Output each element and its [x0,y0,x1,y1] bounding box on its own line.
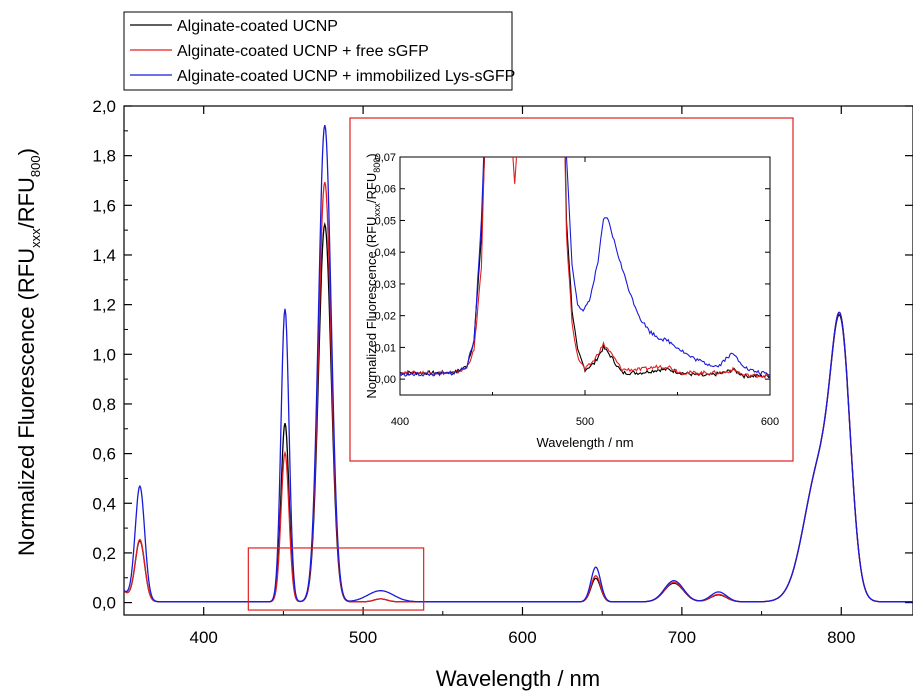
legend-label-2: Alginate-coated UCNP + immobilized Lys-s… [177,68,515,85]
y-axis-title: Normalized Fluorescence (RFUxxx/RFU800) [14,148,43,556]
inset-y-tick-label: 0,02 [375,311,396,323]
inset-y-tick-label: 0,03 [375,279,396,291]
inset-x-tick-label: 400 [391,416,409,428]
inset-y-tick-label: 0,04 [375,247,396,259]
inset-x-axis-title: Wavelength / nm [536,435,633,450]
x-tick-label: 500 [349,628,377,647]
y-tick-label: 0,8 [92,395,116,414]
main-axes: 400 500 600 700 800 0,0 0,2 0,4 0,6 0,8 1,0 1,2 1,4 1… [92,97,913,647]
inset-x-tick-label: 600 [761,416,779,428]
y-tick-label: 0,4 [92,494,116,513]
inset-y-tick-label: 0,07 [375,152,396,164]
inset-x-tick-label: 500 [576,416,594,428]
y-tick-label: 1,6 [92,196,116,215]
y-tick-label: 1,4 [92,246,116,265]
x-tick-label: 400 [190,628,218,647]
inset-y-tick-label: 0,05 [375,215,396,227]
series-line-2 [123,124,913,603]
inset-y-tick-label: 0,01 [375,342,396,354]
zoom-region-box [247,547,425,611]
legend: Alginate-coated UCNP Alginate-coated UCN… [123,11,515,91]
inset-series-line-1 [400,157,770,379]
y-tick-label: 0,6 [92,445,116,464]
y-tick-label: 1,8 [92,147,116,166]
x-tick-label: 800 [827,628,855,647]
inset-series-line-2 [400,157,770,377]
y-tick-label: 2,0 [92,97,116,116]
main-plot-frame [123,105,913,616]
x-tick-label: 600 [508,628,536,647]
legend-box [123,11,513,91]
y-tick-label: 0,2 [92,544,116,563]
inset-y-tick-label: 0,00 [375,374,396,386]
main-series-group [123,124,913,603]
legend-label-1: Alginate-coated UCNP + free sGFP [177,43,429,60]
inset-axes: 400 500 600 0,00 0,01 0,02 0,03 0,04 0,05 0,06 0,0… [375,152,780,428]
x-tick-label: 700 [668,628,696,647]
x-axis-title: Wavelength / nm [436,666,600,691]
y-tick-label: 0,0 [92,594,116,613]
inset-y-axis-title: Normalized Fluorescence (RFUxxx/RFU800) [364,153,382,398]
y-tick-label: 1,0 [92,345,116,364]
inset-frame [349,117,794,462]
inset-series-group [400,157,770,380]
y-tick-label: 1,2 [92,296,116,315]
legend-label-0: Alginate-coated UCNP [177,18,338,35]
inset-y-tick-label: 0,06 [375,184,396,196]
